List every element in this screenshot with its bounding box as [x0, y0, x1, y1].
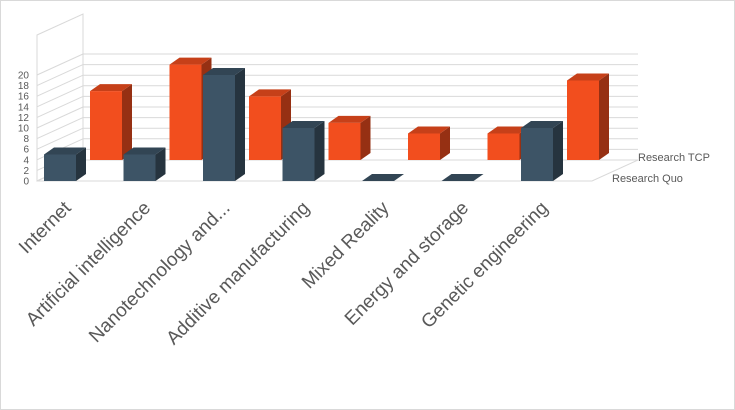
bar-side — [314, 121, 325, 181]
bar-front — [408, 133, 440, 160]
bar-front — [521, 128, 553, 181]
y-tick-label: 12 — [18, 113, 30, 124]
bar-research-quo — [203, 68, 245, 181]
bar-front — [90, 91, 122, 160]
bar-top — [441, 174, 484, 181]
bar-research-tcp — [249, 89, 291, 160]
bar-research-quo — [521, 121, 563, 181]
y-tick-label: 8 — [23, 134, 29, 145]
bar-top — [487, 126, 530, 134]
series-front — [44, 68, 563, 181]
bar-top — [203, 68, 245, 75]
bar-front — [169, 64, 202, 160]
bar-top — [328, 115, 371, 123]
gridline-side — [36, 106, 84, 129]
y-tick-label: 20 — [18, 71, 30, 82]
bar-top — [567, 73, 609, 81]
bar-side — [360, 115, 371, 160]
series-axis-labels: Research Quo Research TCP — [612, 152, 710, 185]
bar-side — [76, 147, 86, 181]
bar-research-quo — [123, 147, 166, 181]
y-tick-label: 2 — [23, 166, 29, 177]
bar-research-quo — [44, 147, 86, 181]
bar-top — [90, 84, 132, 92]
bar-front — [567, 80, 599, 160]
bar-research-tcp — [408, 126, 450, 160]
bar-top — [521, 121, 563, 128]
y-tick-label: 16 — [18, 92, 30, 103]
gridline-side — [36, 64, 84, 87]
series-label-research-tcp: Research TCP — [638, 152, 710, 164]
bar-front — [203, 75, 235, 181]
bar-front — [282, 128, 315, 181]
bar-side — [440, 126, 450, 160]
gridline-side — [36, 85, 84, 108]
bar-side — [553, 121, 563, 181]
gridline-side — [36, 53, 84, 76]
y-tick-label: 6 — [23, 145, 29, 156]
bar-side — [122, 84, 132, 160]
series-label-research-quo: Research Quo — [612, 173, 683, 185]
bar-front — [328, 122, 361, 160]
bar-front — [44, 154, 76, 181]
gridline-side — [36, 74, 84, 97]
bar-top — [123, 147, 166, 155]
gridline-side — [36, 95, 84, 118]
bar-front — [487, 133, 520, 160]
bar-research-tcp — [328, 115, 371, 160]
bar-research-quo — [362, 174, 404, 181]
bar-side — [599, 73, 609, 160]
bar-top — [249, 89, 291, 97]
x-tick-label: Nanotechnology and... — [85, 198, 234, 347]
bar-top — [44, 147, 86, 155]
y-tick-label: 0 — [23, 177, 29, 188]
bar-front — [123, 154, 156, 181]
bar-top — [282, 121, 325, 128]
x-tick-label: Internet — [15, 197, 76, 258]
bar-top — [169, 57, 212, 65]
x-tick-label: Additive manufacturing — [163, 198, 315, 350]
bar-top — [362, 174, 404, 181]
series-back — [90, 57, 609, 160]
gridline-side — [36, 117, 84, 140]
y-tick-label: 10 — [18, 124, 30, 135]
bar-side — [235, 68, 245, 181]
bar-research-tcp — [567, 73, 609, 160]
bar-top — [408, 126, 450, 134]
y-tick-label: 4 — [23, 155, 29, 166]
y-tick-label: 18 — [18, 81, 30, 92]
bar-research-quo — [441, 174, 484, 181]
bar-side — [155, 147, 166, 181]
y-tick-label: 14 — [18, 102, 30, 113]
bar-research-quo — [282, 121, 325, 181]
gridline-side — [36, 127, 84, 150]
bar-front — [249, 96, 281, 160]
bar-research-tcp — [90, 84, 132, 160]
